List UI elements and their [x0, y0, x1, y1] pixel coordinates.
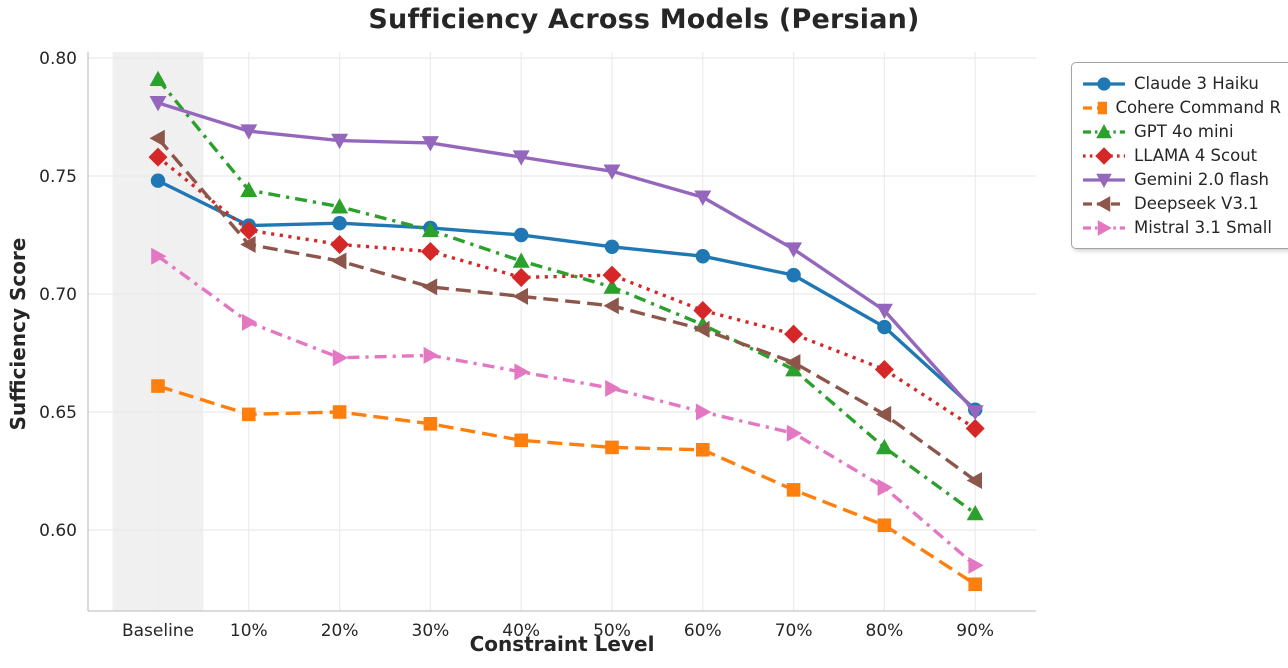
- legend-label: Cohere Command R: [1115, 98, 1281, 117]
- x-tick-label: Baseline: [122, 621, 194, 641]
- x-axis-label: Constraint Level: [469, 632, 655, 656]
- legend-marker-triangle-down-icon: [1083, 173, 1125, 188]
- series-line: [157, 179, 977, 411]
- x-tick-label: 40%: [502, 621, 540, 641]
- legend-marker-triangle-left-icon: [1083, 195, 1125, 212]
- series-markers: [149, 70, 984, 521]
- y-tick-label: 0.75: [39, 167, 77, 187]
- series-markers: [149, 96, 984, 421]
- gridlines: [88, 52, 1036, 611]
- y-axis-label: Sufficiency Score: [6, 237, 30, 431]
- legend-item-deepseek-v3-1: Deepseek V3.1: [1082, 192, 1281, 215]
- series-markers: [151, 247, 984, 574]
- legend-item-gemini-2-0-flash: Gemini 2.0 flash: [1082, 168, 1281, 191]
- series-line: [157, 384, 977, 586]
- y-tick-label: 0.60: [39, 521, 77, 541]
- legend-item-gpt-4o-mini: GPT 4o mini: [1082, 120, 1281, 143]
- legend-marker-diamond-icon: [1083, 146, 1125, 165]
- legend-item-mistral-3-1-small: Mistral 3.1 Small: [1082, 216, 1281, 239]
- x-tick-label: 80%: [866, 621, 904, 641]
- series-markers: [149, 129, 982, 489]
- x-tick-label: 50%: [593, 621, 631, 641]
- legend-item-llama-4-scout: LLAMA 4 Scout: [1082, 144, 1281, 167]
- series-line: [156, 78, 977, 515]
- legend-label: Gemini 2.0 flash: [1134, 170, 1269, 189]
- legend-marker-circle-icon: [1083, 76, 1125, 91]
- legend-marker-triangle-right-icon: [1083, 219, 1125, 236]
- tick-labels: 0.80 0.75 0.70 0.65 0.60 Baseline 10% 20% 30% 40%…: [39, 49, 994, 641]
- x-tick-label: 20%: [321, 621, 359, 641]
- y-tick-label: 0.65: [39, 403, 77, 423]
- series-markers: [151, 379, 982, 592]
- y-tick-label: 0.80: [39, 49, 77, 69]
- series-gpt-4o-mini: [149, 70, 984, 521]
- series-mistral-3-1-small: [151, 247, 984, 574]
- series-markers: [148, 147, 985, 439]
- series-line: [157, 101, 977, 414]
- legend-label: LLAMA 4 Scout: [1134, 146, 1258, 165]
- legend-item-cohere-command-r: Cohere Command R: [1082, 96, 1281, 119]
- legend: Claude 3 Haiku Cohere Command R GPT 4o min…: [1071, 62, 1288, 249]
- legend-label: Claude 3 Haiku: [1134, 74, 1259, 93]
- legend-label: Mistral 3.1 Small: [1134, 218, 1272, 237]
- series-line: [156, 155, 977, 430]
- legend-label: GPT 4o mini: [1134, 122, 1234, 141]
- series-llama-4-scout: [148, 147, 985, 439]
- series-line: [156, 137, 977, 482]
- x-tick-label: 70%: [775, 621, 813, 641]
- legend-label: Deepseek V3.1: [1134, 194, 1259, 213]
- x-tick-label: 10%: [230, 621, 268, 641]
- series-line: [156, 254, 977, 567]
- x-tick-label: 90%: [956, 621, 994, 641]
- x-tick-label: 60%: [684, 621, 722, 641]
- series-cohere-command-r: [151, 379, 982, 592]
- legend-item-claude-3-haiku: Claude 3 Haiku: [1082, 72, 1281, 95]
- chart-title: Sufficiency Across Models (Persian): [368, 4, 920, 35]
- y-tick-label: 0.70: [39, 285, 77, 305]
- legend-marker-triangle-up-icon: [1083, 123, 1125, 138]
- legend-marker-square-icon: [1083, 101, 1108, 114]
- series-deepseek-v3-1: [149, 129, 982, 489]
- x-tick-label: 30%: [412, 621, 450, 641]
- series-gemini-2-0-flash: [149, 96, 984, 421]
